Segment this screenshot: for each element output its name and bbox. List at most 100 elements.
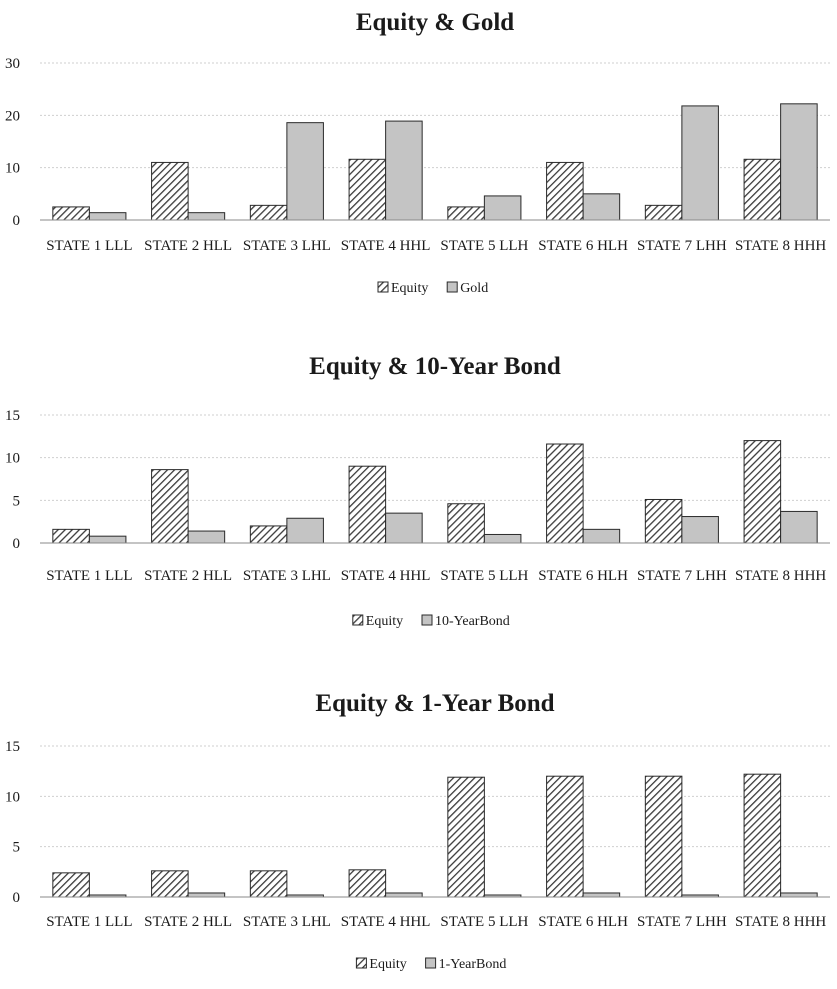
legend-swatch	[446, 281, 458, 293]
category-label: STATE 5 LLH	[440, 914, 528, 930]
bar-equity	[644, 498, 683, 544]
bar-equity	[52, 528, 90, 544]
bar-equity	[151, 469, 189, 544]
y-tick-label: 10	[5, 451, 20, 467]
bar-equity	[348, 465, 387, 544]
y-tick-label: 20	[5, 108, 20, 124]
chart-panel: Equity & 10-Year Bond 0 5 10 15 STATE 1 LLL ST…	[5, 353, 830, 629]
bar-equity	[348, 869, 387, 898]
category-label: STATE 6 HLH	[538, 914, 628, 930]
category-label: STATE 3 LHL	[243, 914, 331, 930]
legend-label: Equity	[366, 614, 403, 629]
category-label: STATE 1 LLL	[46, 238, 132, 254]
legend-swatch	[377, 281, 389, 293]
bar-gold	[286, 122, 324, 221]
bar-equity	[151, 870, 189, 898]
bar-10-yearbond	[780, 510, 818, 544]
bar-equity	[644, 204, 683, 221]
legend-label: 1-YearBond	[439, 957, 507, 972]
category-label: STATE 4 HHL	[341, 238, 431, 254]
bar-equity	[546, 775, 584, 898]
category-label: STATE 4 HHL	[341, 914, 431, 930]
y-tick-label: 10	[5, 161, 20, 177]
bar-1-yearbond	[187, 892, 226, 898]
category-label: STATE 5 LLH	[440, 238, 528, 254]
bar-10-yearbond	[286, 517, 324, 544]
bar-equity	[447, 206, 485, 221]
bar-1-yearbond	[385, 892, 423, 898]
legend-swatch	[425, 957, 437, 969]
y-tick-label: 15	[5, 739, 20, 755]
bar-equity	[249, 870, 288, 898]
category-label: STATE 2 HLL	[144, 238, 232, 254]
chart-title: Equity & 10-Year Bond	[309, 353, 561, 380]
bar-equity	[743, 440, 782, 544]
bar-equity	[151, 161, 189, 221]
bar-equity	[447, 776, 485, 898]
legend-swatch	[421, 614, 433, 626]
bar-gold	[582, 193, 621, 221]
bar-equity	[52, 206, 90, 221]
bar-1-yearbond	[780, 892, 818, 898]
bar-gold	[187, 212, 226, 221]
category-label: STATE 7 LHH	[637, 914, 727, 930]
category-label: STATE 4 HHL	[341, 568, 431, 584]
category-label: STATE 2 HLL	[144, 568, 232, 584]
y-tick-label: 30	[5, 56, 20, 72]
bar-equity	[52, 872, 90, 898]
y-tick-label: 10	[5, 789, 20, 805]
category-label: STATE 2 HLL	[144, 914, 232, 930]
bar-equity	[546, 161, 584, 221]
category-label: STATE 5 LLH	[440, 568, 528, 584]
legend-label: Equity	[391, 281, 428, 296]
bar-gold	[681, 105, 719, 221]
y-tick-label: 0	[13, 890, 21, 906]
legend-label: Equity	[369, 957, 406, 972]
legend: Equity Gold	[377, 281, 488, 296]
legend: Equity 10-YearBond	[352, 614, 510, 629]
bar-equity	[743, 773, 782, 898]
chart-title: Equity & Gold	[356, 9, 514, 36]
category-label: STATE 8 HHH	[735, 238, 826, 254]
category-label: STATE 3 LHL	[243, 568, 331, 584]
legend: Equity 1-YearBond	[355, 957, 507, 972]
category-label: STATE 1 LLL	[46, 568, 132, 584]
category-label: STATE 6 HLH	[538, 568, 628, 584]
bar-10-yearbond	[187, 530, 226, 544]
category-label: STATE 7 LHH	[637, 568, 727, 584]
bar-gold	[88, 212, 127, 221]
bar-equity	[447, 503, 485, 544]
legend-label: Gold	[460, 281, 488, 296]
bar-equity	[249, 204, 288, 221]
chart-title: Equity & 1-Year Bond	[315, 690, 554, 717]
category-label: STATE 7 LHH	[637, 238, 727, 254]
bar-gold	[385, 120, 423, 221]
bar-10-yearbond	[385, 512, 423, 544]
category-label: STATE 1 LLL	[46, 914, 132, 930]
chart-panel: Equity & 1-Year Bond 0 5 10 15 STATE 1 LLL STA…	[5, 690, 830, 972]
bar-10-yearbond	[88, 535, 127, 544]
bar-1-yearbond	[582, 892, 621, 898]
y-tick-label: 5	[13, 493, 21, 509]
legend-label: 10-YearBond	[435, 614, 510, 629]
legend-swatch	[352, 614, 364, 626]
bar-equity	[348, 158, 387, 221]
bar-gold	[780, 103, 818, 221]
chart-panel: Equity & Gold 0 10 20 30 STATE 1 LLL STATE 2 H…	[5, 9, 830, 296]
y-tick-label: 15	[5, 408, 20, 424]
bar-equity	[644, 775, 683, 898]
category-label: STATE 6 HLH	[538, 238, 628, 254]
legend-swatch	[355, 957, 367, 969]
bar-equity	[546, 443, 584, 544]
category-label: STATE 3 LHL	[243, 238, 331, 254]
y-tick-label: 5	[13, 840, 21, 856]
bar-equity	[249, 525, 288, 544]
category-label: STATE 8 HHH	[735, 568, 826, 584]
bar-10-yearbond	[681, 516, 719, 544]
category-label: STATE 8 HHH	[735, 914, 826, 930]
bar-10-yearbond	[483, 533, 522, 544]
y-tick-label: 0	[13, 213, 21, 229]
y-tick-label: 0	[13, 536, 21, 552]
